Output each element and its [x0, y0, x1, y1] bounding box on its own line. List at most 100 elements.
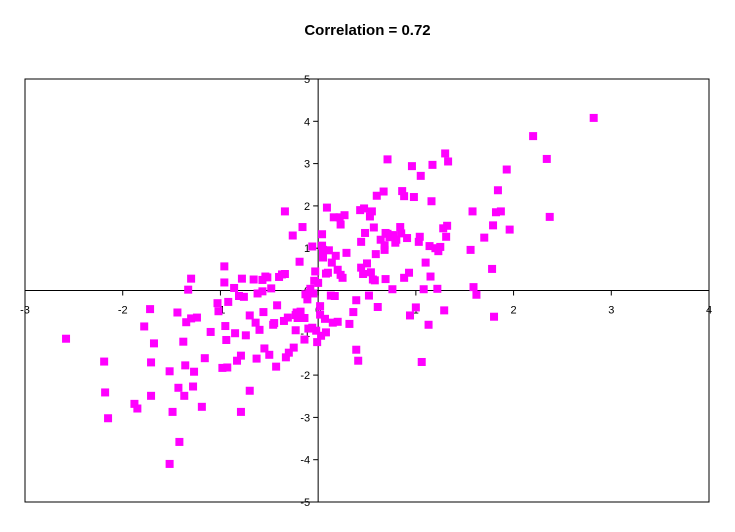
data-point — [352, 345, 361, 354]
data-point — [270, 319, 279, 328]
data-point — [434, 247, 443, 256]
data-point — [306, 284, 315, 293]
data-point — [425, 242, 434, 251]
data-point — [220, 262, 229, 271]
data-point — [236, 407, 245, 416]
data-point — [245, 386, 254, 395]
data-point — [411, 303, 420, 312]
data-point — [323, 268, 332, 277]
data-point — [400, 192, 409, 201]
data-point — [330, 291, 339, 300]
data-point — [214, 307, 223, 316]
data-point — [284, 348, 293, 357]
y-tick-label: 3 — [304, 159, 310, 171]
data-point — [239, 292, 248, 301]
data-point — [319, 253, 328, 262]
data-point — [365, 212, 374, 221]
data-point — [428, 160, 437, 169]
data-point — [206, 327, 215, 336]
data-point — [380, 245, 389, 254]
data-point — [252, 354, 261, 363]
data-point — [333, 265, 342, 274]
data-point — [309, 289, 318, 298]
data-point — [223, 363, 232, 372]
data-point — [331, 251, 340, 260]
data-point — [265, 350, 274, 359]
data-point — [236, 351, 245, 360]
data-point — [224, 297, 233, 306]
y-tick-label: 5 — [304, 74, 310, 86]
data-points — [62, 113, 598, 468]
x-tick-label: -2 — [118, 305, 128, 317]
data-point — [165, 459, 174, 468]
data-point — [369, 223, 378, 232]
data-point — [192, 313, 201, 322]
data-point — [442, 232, 451, 241]
data-point — [376, 235, 385, 244]
x-tick-label: -3 — [20, 305, 30, 317]
data-point — [300, 335, 309, 344]
data-point — [187, 274, 196, 283]
data-point — [317, 331, 326, 340]
data-point — [357, 263, 366, 272]
data-point — [130, 399, 139, 408]
axes — [24, 78, 710, 503]
data-point — [490, 312, 499, 321]
data-point — [329, 213, 338, 222]
data-point — [316, 302, 325, 311]
data-point — [409, 193, 418, 202]
data-point — [319, 245, 328, 254]
data-point — [357, 237, 366, 246]
data-point — [381, 275, 390, 284]
data-point — [173, 308, 182, 317]
data-point — [249, 275, 258, 284]
y-tick-label: -2 — [300, 370, 310, 382]
data-point — [147, 358, 156, 367]
data-point — [320, 314, 329, 323]
data-point — [469, 283, 478, 292]
chart-title: Correlation = 0.72 — [304, 22, 431, 39]
data-point — [318, 241, 327, 250]
y-tick-label: 4 — [304, 116, 310, 128]
data-point — [303, 295, 312, 304]
data-point — [370, 276, 379, 285]
data-point — [321, 328, 330, 337]
data-point — [187, 314, 196, 323]
data-point — [361, 228, 370, 237]
data-point — [295, 257, 304, 266]
data-point — [316, 310, 325, 319]
data-point — [288, 231, 297, 240]
x-tick-label: 0 — [315, 305, 321, 317]
data-point — [272, 362, 281, 371]
data-point — [230, 283, 239, 292]
data-point — [542, 154, 551, 163]
data-point — [342, 248, 351, 257]
data-point — [258, 287, 267, 296]
data-point — [231, 329, 240, 338]
data-point — [234, 291, 243, 300]
data-point — [322, 203, 331, 212]
data-point — [273, 301, 282, 310]
data-point — [529, 132, 538, 141]
data-point — [221, 322, 230, 331]
data-point — [324, 246, 333, 255]
data-point — [367, 207, 376, 216]
data-point — [293, 313, 302, 322]
data-point — [405, 268, 414, 277]
data-point — [222, 335, 231, 344]
data-point — [502, 165, 511, 174]
data-point — [255, 325, 264, 334]
data-point — [245, 311, 254, 320]
data-point — [289, 343, 298, 352]
data-point — [360, 204, 369, 213]
data-point — [493, 186, 502, 195]
tick-labels: -3-2-101234-5-4-3-2-1012345 — [20, 74, 712, 509]
data-point — [364, 291, 373, 300]
data-point — [133, 404, 142, 413]
data-point — [414, 237, 423, 246]
data-point — [440, 306, 449, 315]
data-point — [345, 319, 354, 328]
data-point — [149, 339, 158, 348]
y-tick-label: -4 — [300, 455, 310, 467]
data-point — [189, 382, 198, 391]
